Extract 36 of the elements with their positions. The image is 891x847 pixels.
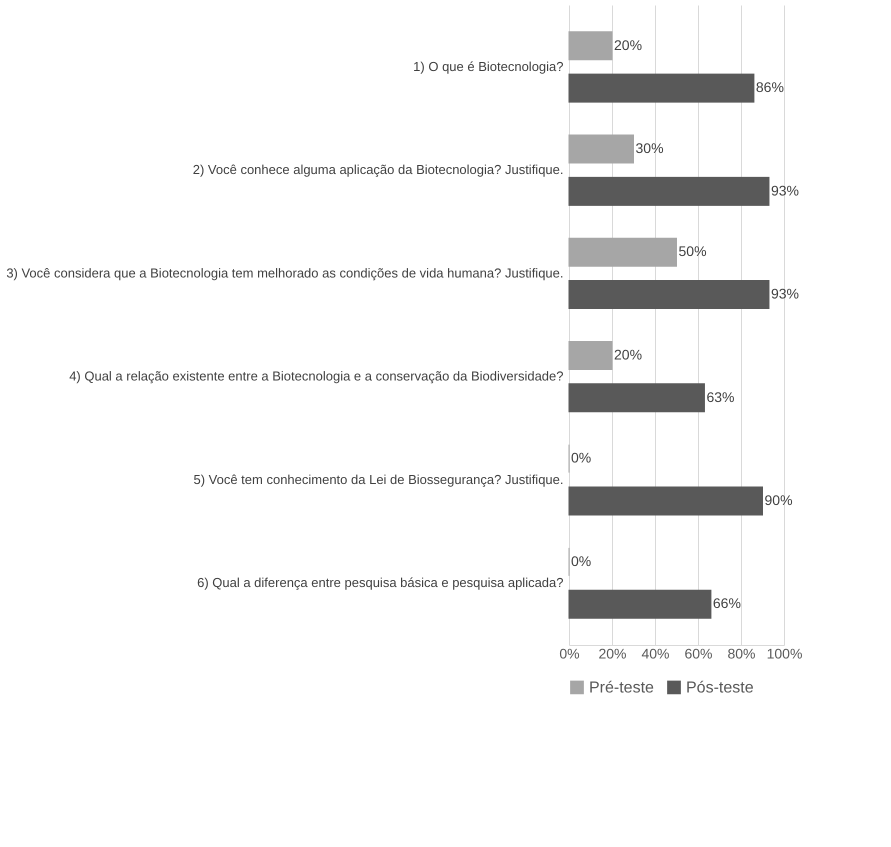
x-tick-label: 0% [559, 646, 580, 662]
bar [568, 238, 677, 267]
data-label: 66% [712, 595, 741, 612]
bar [568, 280, 770, 310]
y-tick-label: 6) Qual a diferença entre pesquisa básica e pesquisa aplicada? [197, 575, 564, 590]
data-label: 20% [614, 36, 642, 53]
x-tick-label: 80% [727, 646, 756, 662]
bar [568, 340, 612, 370]
data-label: 90% [764, 492, 793, 508]
x-tick-label: 40% [641, 646, 670, 662]
data-label: 0% [571, 450, 592, 466]
data-label: 0% [571, 552, 592, 569]
bar [568, 31, 612, 60]
bar [568, 176, 770, 206]
bar [568, 74, 754, 103]
data-label: 93% [770, 286, 799, 302]
bar [568, 590, 712, 619]
x-tick-label: 20% [598, 646, 627, 662]
data-label: 50% [678, 243, 707, 260]
legend-label: Pós-teste [686, 679, 754, 696]
data-label: 63% [706, 388, 734, 405]
legend-label: Pré-teste [589, 679, 654, 696]
x-tick-label: 100% [766, 646, 802, 662]
y-tick-label: 2) Você conhece alguma aplicação da Biotecnologia? Justifique. [192, 162, 564, 178]
data-label: 86% [756, 79, 784, 96]
y-tick-label: 1) O que é Biotecnologia? [413, 58, 564, 74]
bar [568, 383, 705, 412]
data-label: 93% [770, 182, 799, 198]
bar [568, 486, 763, 516]
data-label: 20% [614, 346, 642, 362]
x-tick-label: 60% [684, 646, 713, 662]
y-tick-label: 5) Você tem conhecimento da Lei de Biossegurança? Justifique. [193, 472, 564, 487]
data-label: 30% [636, 140, 664, 156]
y-tick-label: 3) Você considera que a Biotecnologia tem melhorado as condições de vida humana? Justifique. [6, 265, 564, 280]
bar [568, 134, 634, 164]
y-tick-label: 4) Qual a relação existente entre a Biotecnologia e a conservação da Biodiversidade? [69, 368, 564, 384]
